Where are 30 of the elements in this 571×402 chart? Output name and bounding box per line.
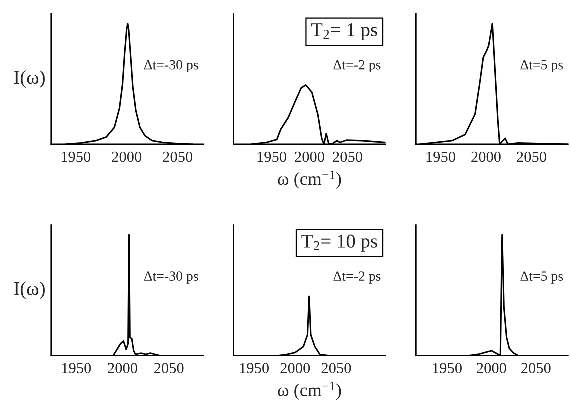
chart-title: T$_{2}$= 1 ps (311, 24, 378, 41)
x-tick-label: 2000 (112, 152, 142, 162)
x-tick-label: 2000 (280, 363, 310, 374)
x-tick-label: 1950 (426, 152, 456, 162)
x-tick-label: 2000 (108, 363, 138, 374)
text: Δt=-2 ps (334, 60, 381, 73)
x-tick-label: 2050 (154, 363, 184, 374)
x-tick-label: 1950 (433, 363, 462, 374)
x-axis-title: ω (cm$^{−1}$) (278, 170, 342, 189)
x-tick-label: 1950 (62, 152, 91, 162)
x-tick-label: 2050 (522, 363, 551, 374)
y-axis-title: I(ω) (14, 70, 45, 88)
annotation: Δt=5 ps (520, 60, 564, 73)
y-axis-title: I(ω) (14, 282, 45, 300)
chart-title: T$_{2}$= 10 ps (302, 234, 378, 252)
x-axis-title: ω (cm$^{−1}$) (278, 382, 342, 400)
annotation: Δt=-30 ps (144, 272, 198, 284)
x-tick-label: 1950 (62, 363, 92, 374)
x-tick-label: 2050 (163, 152, 193, 162)
x-tick-label: 2000 (295, 152, 324, 162)
annotation: Δt=-30 ps (144, 60, 198, 73)
x-tick-label: 1950 (240, 363, 270, 374)
x-tick-label: 2000 (472, 152, 501, 162)
x-tick-label: 2050 (517, 152, 546, 162)
x-tick-label: 2050 (333, 152, 362, 162)
text: Δt=-2 ps (334, 272, 381, 284)
x-tick-label: 2050 (322, 363, 352, 374)
annotation: Δt=5 ps (520, 272, 564, 284)
x-tick-label: 1950 (258, 152, 286, 162)
x-tick-label: 2000 (477, 363, 506, 374)
